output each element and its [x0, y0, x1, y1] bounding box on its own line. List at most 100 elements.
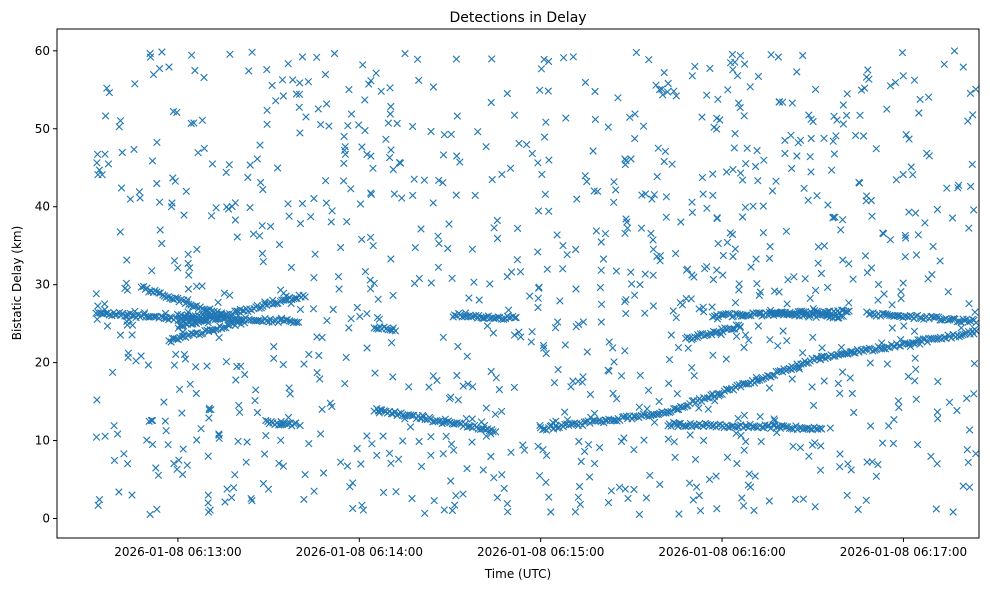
data-point	[798, 349, 807, 357]
data-point	[451, 501, 459, 509]
data-point	[682, 422, 690, 430]
data-point	[204, 508, 213, 516]
data-point	[667, 422, 675, 430]
data-point	[183, 461, 191, 469]
data-point	[230, 484, 238, 492]
data-point	[760, 156, 768, 164]
data-point	[382, 135, 390, 143]
data-point	[453, 152, 461, 160]
data-point	[295, 103, 303, 111]
data-point	[349, 504, 357, 513]
data-point	[194, 149, 202, 157]
data-point	[144, 361, 153, 369]
data-point	[191, 66, 199, 75]
data-point	[553, 231, 561, 239]
data-point	[843, 491, 851, 499]
data-point	[515, 139, 523, 148]
data-point	[252, 386, 260, 394]
data-point	[550, 379, 559, 387]
data-point	[966, 89, 975, 97]
data-point	[115, 123, 123, 131]
data-point	[542, 478, 550, 486]
data-point	[394, 410, 403, 418]
data-point	[740, 411, 749, 419]
data-point	[959, 482, 967, 490]
plot-frame	[56, 28, 980, 539]
data-point	[515, 328, 523, 336]
data-point	[347, 110, 356, 118]
data-point	[687, 295, 695, 303]
data-point	[263, 120, 271, 128]
data-point	[957, 331, 965, 340]
data-point	[781, 136, 789, 145]
data-point	[913, 440, 922, 449]
data-point	[691, 62, 699, 71]
data-point	[765, 254, 774, 263]
data-point	[497, 407, 506, 416]
data-point	[236, 305, 244, 314]
data-point	[586, 390, 595, 399]
data-point	[963, 446, 971, 454]
data-point	[226, 50, 234, 58]
data-point	[753, 280, 761, 288]
data-point	[731, 245, 739, 253]
data-point	[121, 284, 129, 292]
data-point	[450, 446, 458, 454]
data-point	[471, 191, 479, 200]
data-point	[863, 458, 871, 466]
data-point	[630, 291, 639, 299]
data-point	[153, 505, 161, 513]
data-point	[174, 264, 182, 272]
data-point	[737, 431, 745, 440]
data-point	[814, 259, 822, 267]
data-point	[684, 344, 692, 352]
data-point	[802, 359, 811, 367]
data-point	[752, 255, 760, 263]
data-point	[540, 344, 548, 352]
data-point	[300, 360, 308, 368]
data-point	[577, 457, 585, 466]
data-point	[708, 303, 716, 311]
data-point	[836, 463, 844, 471]
data-point	[776, 367, 784, 375]
data-point	[593, 187, 602, 196]
data-point	[746, 83, 754, 91]
data-point	[850, 408, 858, 417]
data-point	[652, 81, 660, 89]
data-point	[814, 243, 823, 251]
data-point	[965, 483, 974, 491]
data-point	[258, 222, 266, 230]
data-point	[159, 291, 167, 299]
data-point	[709, 170, 717, 178]
data-point	[322, 100, 331, 108]
data-point	[374, 295, 382, 303]
data-point	[93, 150, 102, 158]
data-point	[440, 506, 448, 514]
data-point	[806, 425, 815, 433]
data-point	[438, 419, 446, 428]
data-point	[175, 385, 184, 393]
data-point	[705, 475, 714, 484]
data-point	[663, 88, 672, 96]
data-point	[799, 495, 808, 503]
data-point	[765, 497, 773, 505]
data-point	[745, 312, 753, 320]
data-point	[719, 271, 727, 279]
data-point	[581, 78, 590, 87]
data-point	[818, 344, 826, 352]
data-point	[631, 110, 639, 118]
data-point	[691, 455, 700, 464]
data-point	[953, 406, 961, 415]
data-point	[821, 354, 829, 362]
data-point	[829, 213, 838, 221]
data-point	[729, 165, 737, 174]
data-point	[541, 190, 549, 198]
data-point	[464, 380, 472, 388]
data-point	[791, 495, 800, 504]
data-point	[185, 313, 193, 321]
data-point	[321, 177, 330, 185]
data-point	[105, 88, 114, 97]
data-point	[905, 208, 913, 216]
data-point	[671, 249, 680, 258]
data-point	[116, 331, 125, 339]
